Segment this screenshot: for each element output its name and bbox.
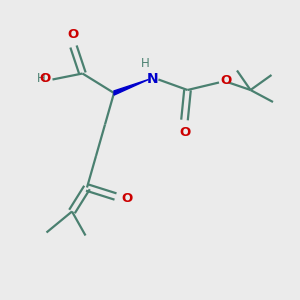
Text: N: N — [147, 72, 159, 86]
Text: H: H — [141, 57, 150, 70]
Polygon shape — [114, 80, 148, 95]
Text: O: O — [179, 126, 190, 139]
Text: O: O — [40, 71, 51, 85]
Text: O: O — [68, 28, 79, 41]
Text: O: O — [121, 191, 132, 205]
Text: O: O — [220, 74, 232, 87]
Text: H: H — [37, 72, 46, 85]
